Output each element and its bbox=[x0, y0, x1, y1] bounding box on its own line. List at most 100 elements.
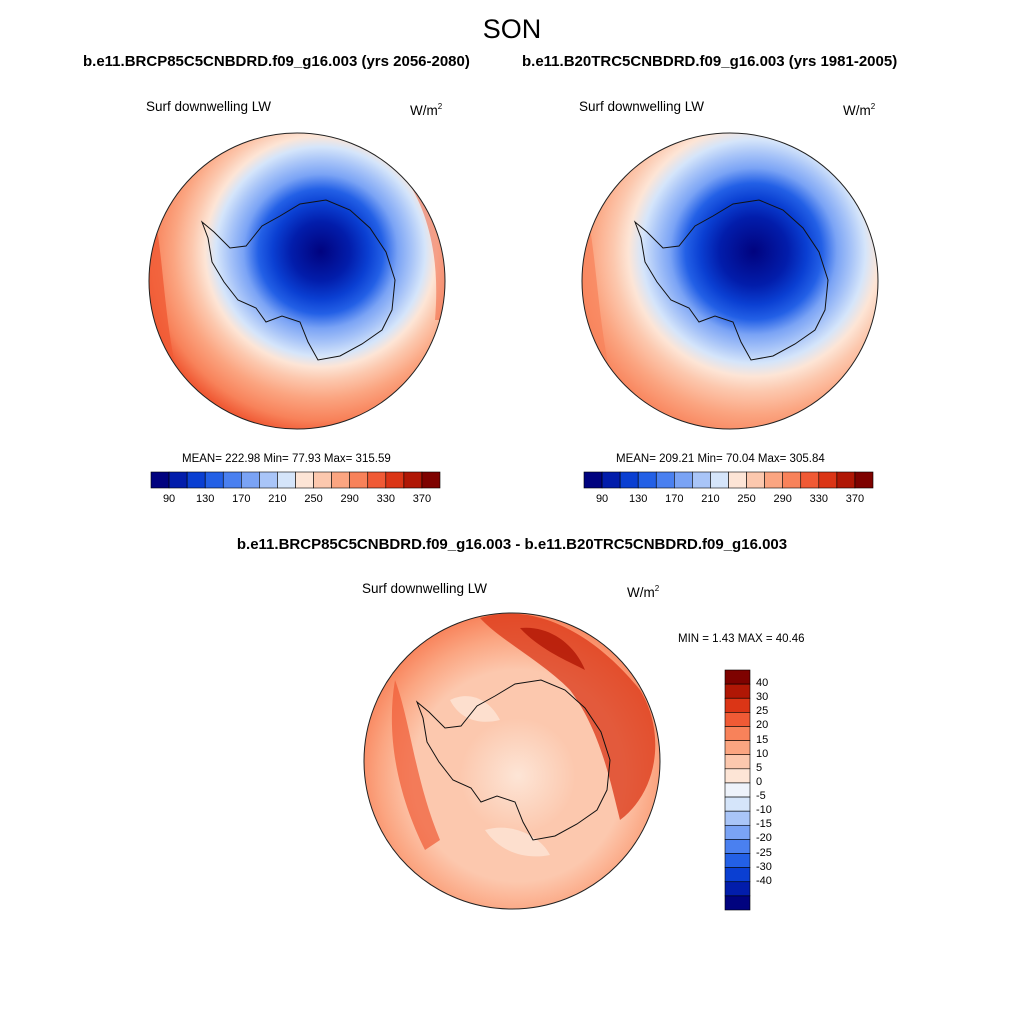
left-colorbar-swatch bbox=[421, 471, 441, 489]
diff-colorbar-tick-label: 5 bbox=[756, 761, 763, 774]
left-colorbar-swatch bbox=[222, 471, 242, 489]
right-colorbar-tick-label: 370 bbox=[845, 493, 865, 505]
right-colorbar-swatch bbox=[619, 471, 639, 489]
left-colorbar-swatch bbox=[241, 471, 260, 489]
diff-colorbar-swatch bbox=[724, 683, 751, 699]
diff-colorbar-tick-label: -5 bbox=[756, 790, 766, 803]
left-colorbar bbox=[150, 471, 441, 489]
right-colorbar-tick-label: 330 bbox=[809, 493, 828, 505]
diff-colorbar-tick-label: 40 bbox=[756, 677, 769, 690]
left-colorbar-tick-label: 250 bbox=[304, 493, 323, 505]
diff-colorbar-swatch bbox=[724, 867, 751, 883]
right-stats-label: MEAN= 209.21 Min= 70.04 Max= 305.84 bbox=[616, 453, 825, 465]
right-colorbar-swatch bbox=[854, 471, 874, 489]
diff-colorbar-swatch bbox=[724, 754, 751, 770]
diff-colorbar-tick-label: -20 bbox=[756, 832, 772, 845]
diff-colorbar-tick-label: -10 bbox=[756, 804, 772, 817]
diff-colorbar-swatch bbox=[724, 796, 751, 812]
right-colorbar-swatch bbox=[764, 471, 783, 489]
right-antarctica-coastline bbox=[633, 199, 829, 361]
left-colorbar-swatch bbox=[259, 471, 278, 489]
diff-colorbar-swatch bbox=[724, 824, 751, 840]
diff-colorbar-swatch bbox=[724, 895, 751, 911]
diff-colorbar-tick-label: 15 bbox=[756, 733, 769, 746]
right-colorbar-tick-label: 290 bbox=[773, 493, 792, 505]
diff-colorbar-tick-label: -30 bbox=[756, 860, 772, 873]
right-colorbar-tick-label: 210 bbox=[701, 493, 720, 505]
right-units-label: W/m2 bbox=[843, 102, 876, 118]
diff-colorbar-swatch bbox=[724, 726, 751, 741]
diff-antarctica-coastline bbox=[415, 679, 611, 841]
diff-colorbar-swatch bbox=[724, 768, 751, 784]
diff-colorbar-tick-label: 0 bbox=[756, 775, 763, 788]
right-variable-label: Surf downwelling LW bbox=[579, 99, 705, 114]
left-colorbar-swatch bbox=[168, 471, 188, 489]
right-colorbar-swatch bbox=[692, 471, 711, 489]
left-colorbar-tick-label: 210 bbox=[268, 493, 287, 505]
left-units-label: W/m2 bbox=[410, 102, 443, 118]
right-colorbar-tick-label: 130 bbox=[629, 493, 648, 505]
diff-units-label: W/m2 bbox=[627, 584, 660, 600]
left-colorbar-tick-label: 170 bbox=[232, 493, 251, 505]
left-polar-map bbox=[148, 132, 446, 430]
left-colorbar-swatch bbox=[313, 471, 332, 489]
right-colorbar-tick-label: 90 bbox=[595, 493, 609, 505]
diff-colorbar-swatch bbox=[724, 810, 751, 826]
right-case-title: b.e11.B20TRC5CNBDRD.f09_g16.003 (yrs 198… bbox=[522, 53, 898, 70]
diff-colorbar-tick-label: -25 bbox=[756, 846, 772, 859]
left-variable-label: Surf downwelling LW bbox=[146, 99, 272, 114]
right-colorbar bbox=[583, 471, 874, 489]
right-polar-map bbox=[581, 132, 879, 430]
diff-colorbar-tick-label: 30 bbox=[756, 691, 769, 704]
left-colorbar-tick-label: 290 bbox=[340, 493, 359, 505]
diff-colorbar-swatch bbox=[724, 697, 751, 713]
difference-polar-map bbox=[363, 612, 661, 910]
diff-colorbar-tick-label: -15 bbox=[756, 818, 772, 831]
left-colorbar-swatch bbox=[349, 471, 369, 489]
left-case-title: b.e11.BRCP85C5CNBDRD.f09_g16.003 (yrs 20… bbox=[83, 53, 470, 70]
left-stats-label: MEAN= 222.98 Min= 77.93 Max= 315.59 bbox=[182, 453, 391, 465]
right-colorbar-swatch bbox=[637, 471, 657, 489]
difference-title: b.e11.BRCP85C5CNBDRD.f09_g16.003 - b.e11… bbox=[236, 536, 788, 553]
diff-colorbar-swatch bbox=[724, 712, 751, 727]
diff-colorbar-tick-label: 25 bbox=[756, 705, 769, 718]
left-colorbar-swatch bbox=[150, 471, 170, 489]
right-colorbar-tick-label: 250 bbox=[737, 493, 756, 505]
diff-colorbar-swatch bbox=[724, 853, 751, 868]
left-colorbar-tick-label: 90 bbox=[162, 493, 176, 505]
right-colorbar-swatch bbox=[601, 471, 621, 489]
figure-title: SON bbox=[482, 14, 542, 44]
left-colorbar-swatch bbox=[186, 471, 206, 489]
left-colorbar-swatch bbox=[367, 471, 387, 489]
left-colorbar-swatch bbox=[385, 471, 405, 489]
left-colorbar-tick-label: 330 bbox=[376, 493, 395, 505]
left-colorbar-swatch bbox=[403, 471, 423, 489]
diff-colorbar-swatch bbox=[724, 740, 751, 756]
diff-colorbar-swatch bbox=[724, 839, 751, 854]
diff-colorbar-tick-label: 20 bbox=[756, 719, 769, 732]
right-colorbar-swatch bbox=[728, 471, 747, 489]
right-colorbar-swatch bbox=[782, 471, 802, 489]
right-colorbar-tick-label: 170 bbox=[665, 493, 684, 505]
diff-colorbar-swatch bbox=[724, 881, 751, 897]
right-colorbar-swatch bbox=[655, 471, 675, 489]
left-colorbar-tick-label: 370 bbox=[412, 493, 432, 505]
right-colorbar-swatch bbox=[674, 471, 693, 489]
right-colorbar-swatch bbox=[818, 471, 838, 489]
diff-colorbar-tick-label: 10 bbox=[756, 747, 769, 760]
right-colorbar-swatch bbox=[746, 471, 765, 489]
right-colorbar-swatch bbox=[836, 471, 856, 489]
left-colorbar-swatch bbox=[204, 471, 224, 489]
left-colorbar-swatch bbox=[277, 471, 296, 489]
left-colorbar-tick-label: 130 bbox=[196, 493, 215, 505]
difference-colorbar bbox=[724, 669, 751, 911]
right-colorbar-swatch bbox=[800, 471, 820, 489]
diff-colorbar-swatch bbox=[724, 669, 751, 685]
right-colorbar-swatch bbox=[710, 471, 729, 489]
diff-variable-label: Surf downwelling LW bbox=[362, 581, 488, 596]
diff-stats-label: MIN = 1.43 MAX = 40.46 bbox=[678, 633, 805, 645]
diff-colorbar-swatch bbox=[724, 782, 751, 798]
diff-colorbar-tick-label: -40 bbox=[756, 874, 772, 887]
left-colorbar-swatch bbox=[331, 471, 350, 489]
